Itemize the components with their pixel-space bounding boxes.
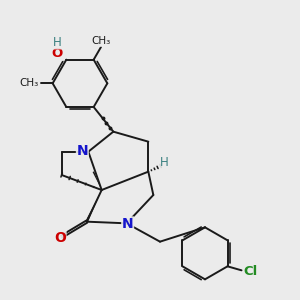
Text: CH₃: CH₃ (92, 36, 111, 46)
Text: O: O (51, 47, 63, 60)
Text: N: N (122, 217, 134, 231)
Text: H: H (52, 36, 62, 49)
Text: O: O (54, 231, 66, 245)
Text: N: N (76, 144, 88, 158)
Text: H: H (160, 156, 168, 169)
Text: CH₃: CH₃ (20, 78, 39, 88)
Polygon shape (93, 171, 102, 190)
Polygon shape (85, 190, 102, 222)
Text: Cl: Cl (244, 265, 258, 278)
